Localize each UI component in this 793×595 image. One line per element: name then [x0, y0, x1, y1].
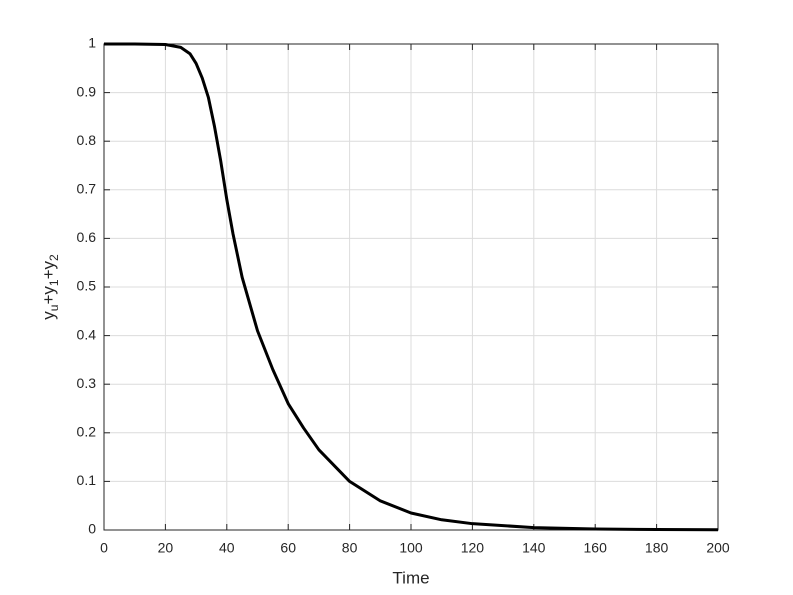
y-axis-title-subscript: u: [47, 305, 61, 312]
y-tick-label: 0.1: [77, 472, 97, 488]
line: [104, 42, 719, 532]
y-tick-label: 0.7: [77, 181, 97, 197]
x-tick-label: 60: [280, 540, 296, 556]
x-tick-label: 120: [461, 540, 485, 556]
y-tick-label: 0.8: [77, 132, 97, 148]
x-tick-label: 100: [399, 540, 423, 556]
x-tick-label: 0: [100, 540, 108, 556]
x-tick-label: 200: [706, 540, 730, 556]
x-tick-label: 180: [645, 540, 669, 556]
x-tick-label: 80: [342, 540, 358, 556]
y-axis-title-subscript: 1: [47, 279, 61, 286]
y-tick-label: 1: [88, 35, 96, 51]
y-axis-title: yu+y1+y2: [39, 254, 61, 320]
x-tick-label: 40: [219, 540, 235, 556]
y-tick-label: 0: [88, 521, 96, 537]
y-tick-label: 0.4: [77, 326, 97, 342]
y-tick-label: 0.2: [77, 424, 97, 440]
x-tick-label: 160: [584, 540, 608, 556]
plot-frame: [103, 43, 719, 531]
y-tick-label: 0.3: [77, 375, 97, 391]
x-tick-label: 140: [522, 540, 546, 556]
x-axis-title: Time: [392, 568, 429, 587]
y-axis-title-part: +y: [39, 260, 58, 279]
x-tick-label: 20: [158, 540, 174, 556]
y-tick-label: 0.5: [77, 278, 97, 294]
y-axis-title-subscript: 2: [47, 254, 61, 261]
y-tick-label: 0.9: [77, 83, 97, 99]
y-axis-title-part: +y: [39, 286, 58, 305]
y-tick-label: 0.6: [77, 229, 97, 245]
y-axis-title-part: y: [39, 311, 58, 320]
